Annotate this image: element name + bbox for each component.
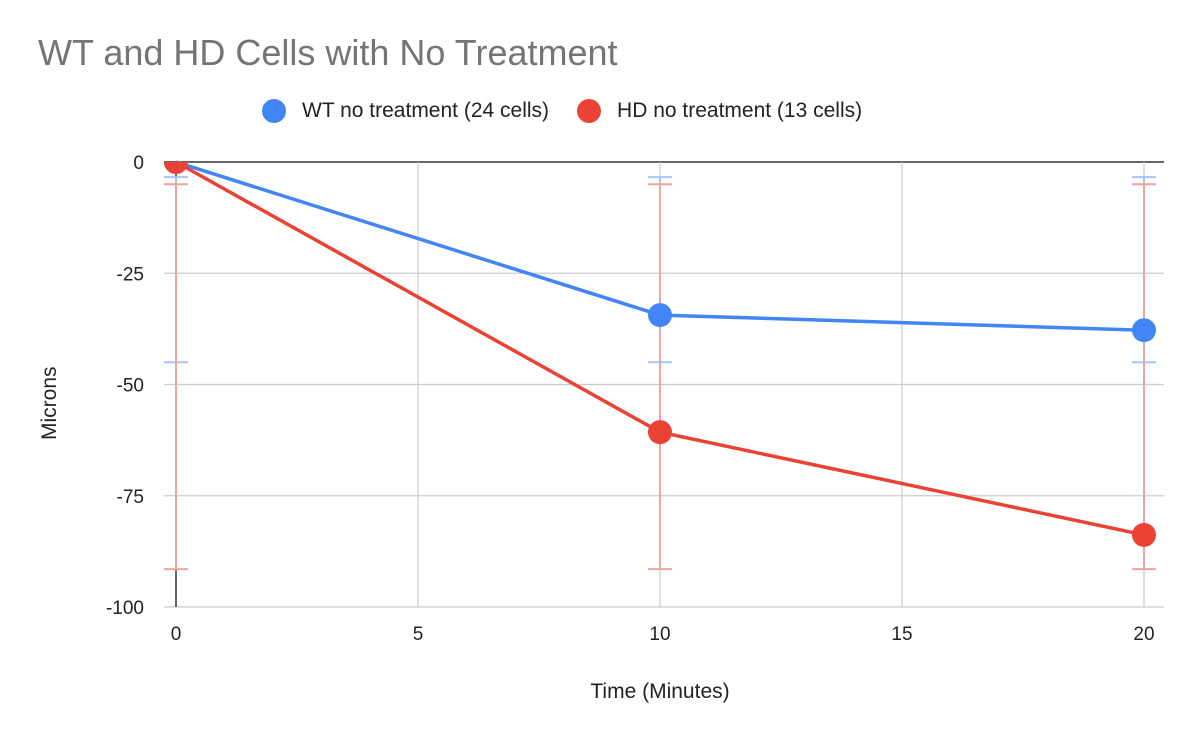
y-tick-label: -25 <box>117 264 144 285</box>
legend: WT no treatment (24 cells) HD no treatme… <box>262 99 890 123</box>
y-tick-label: -100 <box>106 598 144 619</box>
legend-label-wt: WT no treatment (24 cells) <box>302 99 550 122</box>
legend-item-wt[interactable]: WT no treatment (24 cells) <box>262 99 549 123</box>
x-tick-label: 5 <box>413 624 424 645</box>
legend-marker-hd-icon <box>577 99 602 123</box>
y-tick-label: 0 <box>133 153 144 174</box>
x-tick-label: 10 <box>649 624 670 645</box>
x-axis-label: Time (Minutes) <box>590 680 730 703</box>
x-tick-label: 15 <box>891 624 912 645</box>
x-tick-label: 20 <box>1133 624 1154 645</box>
data-point <box>1132 318 1156 343</box>
data-point <box>648 420 672 445</box>
legend-item-hd[interactable]: HD no treatment (13 cells) <box>577 99 862 123</box>
chart-title: WT and HD Cells with No Treatment <box>38 32 618 73</box>
y-tick-label: -50 <box>117 376 144 397</box>
legend-marker-wt-icon <box>262 99 286 123</box>
data-point <box>648 303 672 328</box>
legend-label-hd: HD no treatment (13 cells) <box>617 99 863 122</box>
y-axis-label: Microns <box>38 366 61 440</box>
y-tick-label: -75 <box>117 487 144 508</box>
data-point <box>1132 522 1156 547</box>
data-point <box>164 162 188 174</box>
x-tick-label: 0 <box>171 624 182 645</box>
